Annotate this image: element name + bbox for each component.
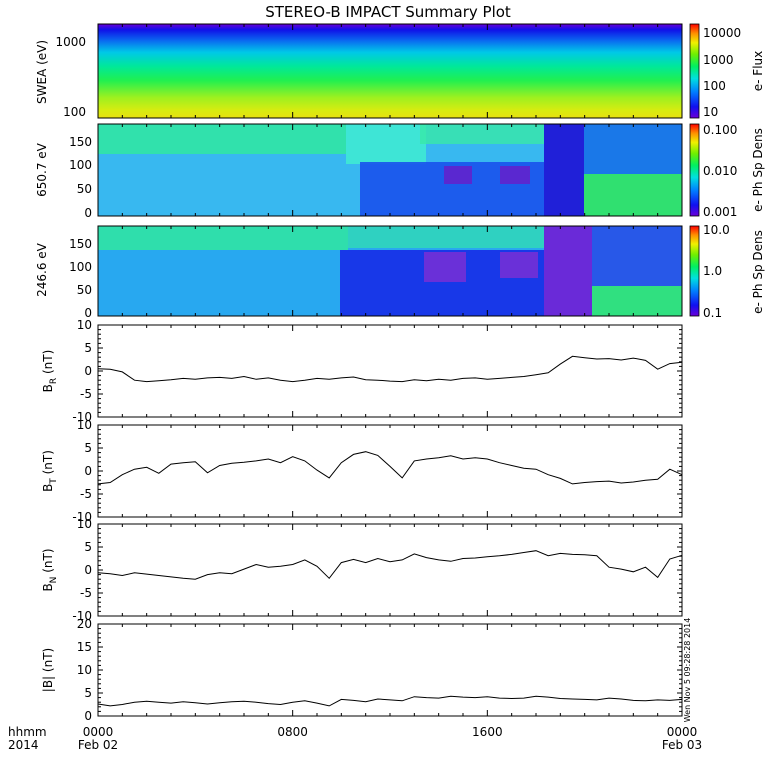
- bn-ytick-label: -10: [72, 609, 92, 623]
- br-ytick-label: 10: [77, 318, 92, 332]
- bn-ytick-label: 0: [84, 563, 92, 577]
- pad650-cbar-label: e- Ph Sp Dens: [751, 128, 765, 212]
- swea-cbar-label: e- Flux: [751, 51, 765, 91]
- pad650-colorbar: [689, 123, 700, 217]
- bn-ytick-label: 5: [84, 540, 92, 554]
- bt-ytick-label: -10: [72, 510, 92, 524]
- xtick-time-label: 0000: [667, 725, 698, 739]
- bt-ytick-label: 5: [84, 441, 92, 455]
- pad246-region: [544, 226, 592, 316]
- pad246-region: [500, 252, 538, 278]
- xaxis-row2-label: 2014: [8, 738, 39, 752]
- swea-panel: 1000 100 SWEA (eV) 10000 1000 100 10 e- …: [35, 23, 765, 119]
- bmag-ytick-label: 20: [77, 617, 92, 631]
- swea-cbar-tick: 100: [703, 79, 726, 93]
- pad650-panel: 0 50 100 150 650.7 eV 0.100 0.010 0.001 …: [35, 123, 765, 220]
- swea-colorbar: [689, 23, 700, 119]
- pad246-cbar-tick: 0.1: [703, 306, 722, 320]
- swea-cbar-tick: 1000: [703, 53, 734, 67]
- pad650-region: [346, 124, 426, 164]
- pad650-region: [544, 124, 584, 216]
- bt-series-line: [97, 451, 683, 485]
- br-ylabel: BR (nT): [41, 350, 59, 393]
- pad246-region: [592, 226, 682, 286]
- xtick-time-label: 1600: [472, 725, 503, 739]
- pad246-ytick: 50: [77, 283, 92, 297]
- br-ytick-label: 0: [84, 364, 92, 378]
- magnetic-field-panels: -10 -5 0 5 10 BR (nT) -10 -5 0 5 10 BT (nT) -10 -5 0 5 1…: [41, 24, 683, 723]
- pad650-region: [500, 166, 530, 184]
- plot-title: STEREO-B IMPACT Summary Plot: [265, 3, 511, 21]
- bn-series-line: [97, 550, 683, 580]
- pad650-cbar-tick: 0.010: [703, 164, 737, 178]
- xtick-date-label: Feb 03: [662, 738, 702, 752]
- pad246-region: [424, 252, 466, 282]
- bmag-ytick-label: 15: [77, 640, 92, 654]
- pad246-cbar-tick: 10.0: [703, 223, 730, 237]
- pad246-region: [348, 226, 544, 248]
- bt-panel: -10 -5 0 5 10 BT (nT): [41, 418, 683, 524]
- bn-ylabel: BN (nT): [41, 548, 59, 591]
- bmag-ytick-label: 10: [77, 663, 92, 677]
- bt-ytick-label: 0: [84, 464, 92, 478]
- br-ytick-label: 5: [84, 341, 92, 355]
- bt-frame: [97, 424, 683, 518]
- pad650-region: [98, 124, 346, 154]
- pad246-panel: 0 50 100 150 246.6 eV 10.0 1.0 0.1 e- Ph…: [35, 223, 765, 320]
- pad650-region: [584, 124, 682, 174]
- xtick-time-label: 0800: [277, 725, 308, 739]
- pad650-cbar-tick: 0.100: [703, 123, 737, 137]
- bn-panel: -10 -5 0 5 10 BN (nT): [41, 517, 683, 623]
- br-series-line: [97, 355, 683, 383]
- pad246-region: [592, 286, 682, 316]
- pad246-ytick: 150: [69, 237, 92, 251]
- pad650-region: [584, 174, 682, 216]
- bn-ytick-label: 10: [77, 517, 92, 531]
- pad650-region: [420, 124, 544, 144]
- pad246-cbar-label: e- Ph Sp Dens: [751, 230, 765, 314]
- bmag-series-line: [97, 695, 683, 707]
- bn-ytick-label: -5: [80, 586, 92, 600]
- swea-ytick-1000: 1000: [55, 35, 86, 49]
- pad246-ytick: 0: [84, 306, 92, 320]
- bmag-panel: 0 5 10 15 20 |B| (nT): [41, 617, 683, 723]
- pad246-colorbar: [689, 225, 700, 317]
- pad650-ytick: 50: [77, 182, 92, 196]
- bmag-ylabel: |B| (nT): [41, 648, 55, 692]
- swea-ytick-100: 100: [63, 105, 86, 119]
- swea-ylabel: SWEA (eV): [35, 40, 49, 104]
- br-ytick-label: -5: [80, 387, 92, 401]
- bn-frame: [97, 523, 683, 617]
- pad650-region: [444, 166, 472, 184]
- bmag-ytick-label: 0: [84, 709, 92, 723]
- bt-ytick-label: -5: [80, 487, 92, 501]
- swea-cbar-tick: 10000: [703, 26, 741, 40]
- xtick-date-label: Feb 02: [78, 738, 118, 752]
- bt-ytick-label: 10: [77, 418, 92, 432]
- bmag-ytick-label: 5: [84, 686, 92, 700]
- xaxis-row1-label: hhmm: [8, 725, 47, 739]
- br-ytick-label: -10: [72, 410, 92, 424]
- swea-spectrogram: [98, 24, 682, 118]
- generation-timestamp: Wen Nov 5 09:28:28 2014: [683, 618, 692, 723]
- pad650-ylabel: 650.7 eV: [35, 142, 49, 197]
- bt-ylabel: BT (nT): [41, 450, 59, 492]
- pad650-ytick: 0: [84, 206, 92, 220]
- pad650-cbar-tick: 0.001: [703, 205, 737, 219]
- pad246-region: [98, 226, 348, 250]
- xtick-time-label: 0000: [83, 725, 114, 739]
- br-panel: -10 -5 0 5 10 BR (nT): [41, 318, 683, 424]
- pad246-ytick: 100: [69, 260, 92, 274]
- pad650-ytick: 150: [69, 135, 92, 149]
- pad650-ytick: 100: [69, 158, 92, 172]
- pad246-ylabel: 246.6 eV: [35, 242, 49, 297]
- swea-cbar-tick: 10: [703, 105, 718, 119]
- pad246-cbar-tick: 1.0: [703, 264, 722, 278]
- br-frame: [97, 324, 683, 418]
